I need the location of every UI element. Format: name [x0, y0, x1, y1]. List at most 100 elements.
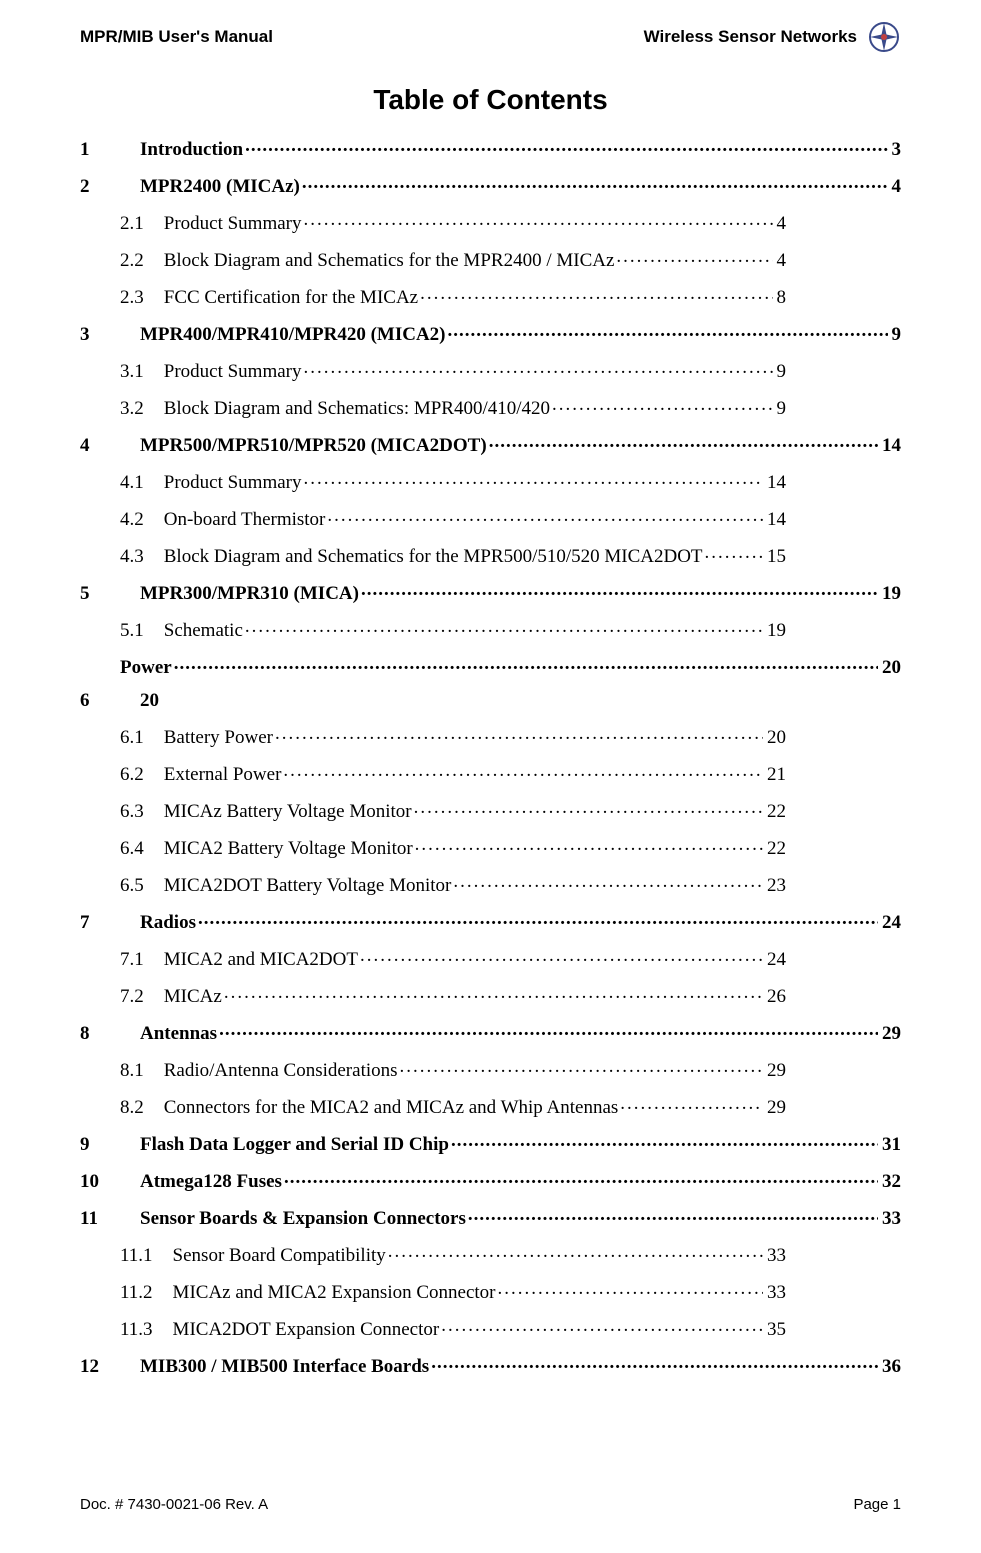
toc-entry-page: 33 [880, 1209, 901, 1228]
toc-entry-page: 32 [880, 1172, 901, 1191]
toc-entry-page: 31 [880, 1135, 901, 1154]
toc-entry: 8.1Radio/Antenna Considerations 29 [80, 1057, 901, 1080]
toc-entry: 4.2On-board Thermistor 14 [80, 506, 901, 529]
header-right-group: Wireless Sensor Networks [644, 20, 901, 54]
toc-entry-number: 4 [80, 436, 140, 455]
toc-entry-number: 12 [80, 1357, 140, 1376]
toc-entry-label: 20 [140, 691, 159, 710]
toc-entry-label: Block Diagram and Schematics for the MPR… [164, 547, 703, 566]
toc-entry: 7Radios 24 [80, 909, 901, 932]
toc-entry-page: 20 [880, 658, 901, 677]
page-header: MPR/MIB User's Manual Wireless Sensor Ne… [80, 20, 901, 54]
toc-leader-dots [304, 358, 773, 377]
toc-entry-number: 8 [80, 1024, 140, 1043]
toc-entry: 3.2Block Diagram and Schematics: MPR400/… [80, 395, 901, 418]
toc-entry: 3.1Product Summary9 [80, 358, 901, 381]
toc-entry: 6.5MICA2DOT Battery Voltage Monitor 23 [80, 872, 901, 895]
toc-entry-page: 4 [775, 214, 902, 233]
toc-leader-dots [224, 983, 763, 1002]
toc-entry-label: Sensor Boards & Expansion Connectors [140, 1209, 466, 1228]
toc-entry-page: 9 [890, 325, 902, 344]
toc-entry-page: 36 [880, 1357, 901, 1376]
toc-entry-label: External Power [164, 765, 282, 784]
toc-entry: 7.1MICA2 and MICA2DOT24 [80, 946, 901, 969]
footer-doc-id: Doc. # 7430-0021-06 Rev. A [80, 1496, 268, 1513]
toc-entry: 2.3FCC Certification for the MICAz8 [80, 284, 901, 307]
toc-entry-number: 1 [80, 140, 140, 159]
toc-entry-label: Product Summary [164, 214, 302, 233]
toc-entry-page: 35 [765, 1320, 901, 1339]
toc-leader-dots [283, 761, 763, 780]
toc-leader-dots [327, 506, 763, 525]
toc-entry-number: 11.2 [80, 1283, 173, 1302]
toc-entry-number: 4.2 [80, 510, 164, 529]
toc-title: Table of Contents [80, 84, 901, 116]
toc-entry: 8.2Connectors for the MICA2 and MICAz an… [80, 1094, 901, 1117]
toc-entry-number: 2 [80, 177, 140, 196]
toc-entry-label: MICA2 Battery Voltage Monitor [164, 839, 413, 858]
toc-entry-page: 23 [765, 876, 901, 895]
toc-entry-label: MPR2400 (MICAz) [140, 177, 300, 196]
toc-leader-dots [245, 136, 887, 155]
toc-entry-label: Battery Power [164, 728, 273, 747]
toc-entry-page: 26 [765, 987, 901, 1006]
toc-entry-number: 8.2 [80, 1098, 164, 1117]
toc-leader-dots [489, 432, 878, 451]
toc-entry-number: 6.4 [80, 839, 164, 858]
toc-leader-dots [275, 724, 763, 743]
toc-entry-number: 7.1 [80, 950, 164, 969]
toc-entry-number: 6.5 [80, 876, 164, 895]
toc-entry-label: Connectors for the MICA2 and MICAz and W… [164, 1098, 619, 1117]
page: MPR/MIB User's Manual Wireless Sensor Ne… [0, 0, 981, 1553]
toc-entry: 1Introduction3 [80, 136, 901, 159]
toc-leader-dots [304, 469, 764, 488]
toc-entry-number: 11.1 [80, 1246, 173, 1265]
toc-entry-page: 29 [765, 1061, 901, 1080]
toc-entry-page: 20 [765, 728, 901, 747]
toc-leader-dots [245, 617, 763, 636]
toc-entry-page: 22 [765, 802, 901, 821]
toc-leader-dots [498, 1279, 763, 1298]
toc-entry-page: 14 [765, 473, 901, 492]
toc-entry-label: MICAz [164, 987, 222, 1006]
toc-leader-dots [302, 173, 888, 192]
toc-entry-number: 2.3 [80, 288, 164, 307]
toc-entry-page: 4 [890, 177, 902, 196]
toc-entry-label: MICA2DOT Battery Voltage Monitor [164, 876, 452, 895]
toc-entry-label: MICA2 and MICA2DOT [164, 950, 358, 969]
toc-entry-page: 33 [765, 1283, 901, 1302]
toc-entry-page: 19 [765, 621, 901, 640]
toc-entry: 6.4MICA2 Battery Voltage Monitor 22 [80, 835, 901, 858]
toc-entry-page: 14 [765, 510, 901, 529]
toc-entry: 10Atmega128 Fuses32 [80, 1168, 901, 1191]
toc-entry: 11.1Sensor Board Compatibility 33 [80, 1242, 901, 1265]
toc-entry-number: 3 [80, 325, 140, 344]
footer-page-number: Page 1 [853, 1496, 901, 1513]
toc-entry-label: MPR300/MPR310 (MICA) [140, 584, 359, 603]
toc-entry-page: 19 [880, 584, 901, 603]
toc-leader-dots [415, 835, 763, 854]
toc-entry-label: Atmega128 Fuses [140, 1172, 282, 1191]
toc-entry-page: 8 [775, 288, 902, 307]
toc-entry: 6.3MICAz Battery Voltage Monitor 22 [80, 798, 901, 821]
toc-entry-label: Product Summary [164, 473, 302, 492]
toc-entry: 11.3MICA2DOT Expansion Connector 35 [80, 1316, 901, 1339]
toc-leader-dots [620, 1094, 763, 1113]
toc-leader-dots [198, 909, 878, 928]
toc-entry-number: 8.1 [80, 1061, 164, 1080]
toc-entry: 11.2MICAz and MICA2 Expansion Connector … [80, 1279, 901, 1302]
toc-entry-page: 21 [765, 765, 901, 784]
toc-entry: 2.2Block Diagram and Schematics for the … [80, 247, 901, 270]
toc-entry-number: 6.1 [80, 728, 164, 747]
toc-entry-page: 3 [890, 140, 902, 159]
toc-entry-number: 7.2 [80, 987, 164, 1006]
toc-entry-number: 11.3 [80, 1320, 173, 1339]
toc-entry-number: 3.2 [80, 399, 164, 418]
toc-entry-label: MIB300 / MIB500 Interface Boards [140, 1357, 429, 1376]
toc-entry-page: 14 [880, 436, 901, 455]
toc-entry-number: 11 [80, 1209, 140, 1228]
toc-entry-label: Schematic [164, 621, 243, 640]
toc-entry-page: 9 [775, 399, 902, 418]
toc-leader-dots [219, 1020, 878, 1039]
toc-leader-dots [552, 395, 772, 414]
